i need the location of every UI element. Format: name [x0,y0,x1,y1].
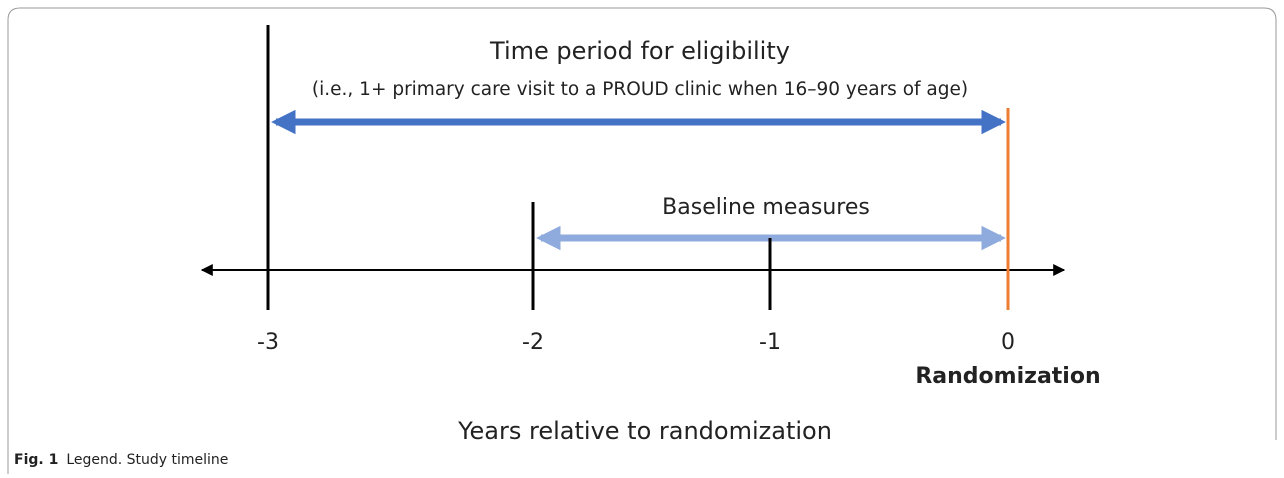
axis-label: Years relative to randomization [457,417,832,445]
event-label: Randomization [915,364,1100,389]
tick-label: -3 [257,330,279,355]
baseline-label: Baseline measures [662,195,870,220]
eligibility-title: Time period for eligibility [489,37,790,65]
tick-labels: -3 -2 -1 0 [257,330,1015,355]
eligibility-detail: (i.e., 1+ primary care visit to a PROUD … [312,79,968,100]
frame [7,7,1277,474]
caption: Fig. 1 Legend. Study timeline [14,452,228,468]
caption-label: Fig. 1 [14,452,58,468]
tick-label: -2 [522,330,544,355]
tick-label: 0 [1001,330,1015,355]
tick-label: -1 [759,330,781,355]
caption-text: Legend. Study timeline [66,452,228,468]
